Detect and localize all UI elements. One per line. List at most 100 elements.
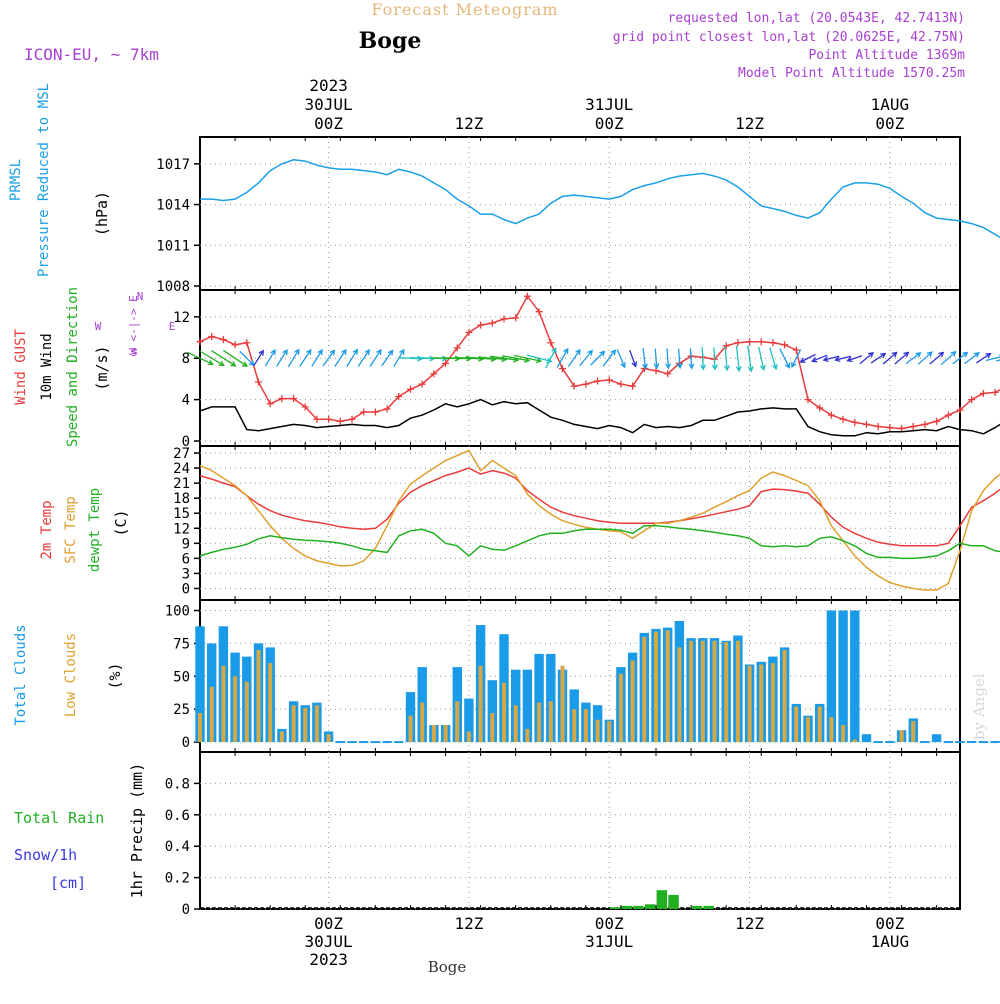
gust-point	[418, 380, 426, 388]
time-label-top: 00Z	[875, 114, 904, 133]
temperature-ytick-label: 24	[173, 461, 190, 477]
low-cloud-bar	[665, 630, 670, 743]
gust-point	[325, 415, 333, 423]
wind10m-line	[199, 398, 1000, 437]
low-cloud-bar	[537, 702, 542, 743]
gust-point	[430, 370, 438, 378]
precip-ytick-label: 0.8	[165, 776, 190, 792]
wind-arrow	[369, 348, 382, 367]
low-cloud-bar	[490, 713, 495, 742]
wind-arrow	[526, 354, 553, 364]
wind-arrow	[465, 356, 497, 362]
low-cloud-bar	[829, 717, 834, 743]
low-cloud-bar	[256, 650, 261, 743]
gust-point	[477, 321, 485, 329]
footer-location: Boge	[428, 958, 467, 976]
gust-point	[979, 389, 987, 397]
gust-point	[219, 336, 227, 344]
total-cloud-bar	[487, 680, 497, 742]
time-label-bottom: 1AUG	[871, 932, 910, 951]
low-cloud-bar	[513, 705, 518, 742]
low-cloud-bar	[654, 631, 658, 743]
wind-arrow	[700, 347, 707, 371]
gust-point	[933, 417, 941, 425]
rain-legend: Total Rain	[14, 809, 104, 827]
total-cloud-bar	[464, 698, 474, 742]
low-cloud-bar	[841, 725, 846, 743]
low-cloud-bar	[794, 706, 799, 742]
low-cloud-bar	[209, 686, 214, 742]
rain-bar	[633, 905, 644, 909]
wind-arrow	[628, 349, 638, 368]
low-cloud-bar	[291, 705, 296, 742]
low-cloud-bar	[806, 717, 810, 743]
wind-arrow	[758, 346, 766, 372]
wind-arrow	[556, 347, 569, 368]
total-cloud-bar	[838, 610, 848, 742]
wind-arrow	[653, 348, 660, 370]
requested-coords: requested lon,lat (20.0543E, 42.7413N)	[668, 11, 965, 26]
wind-arrow	[917, 351, 933, 365]
temperature-frame	[199, 445, 961, 601]
gust-point	[523, 292, 531, 300]
low-cloud-bar	[689, 640, 694, 743]
low-cloud-bar	[735, 640, 740, 743]
time-label-top: 30JUL	[305, 95, 353, 114]
temperature-ytick-label: 3	[182, 566, 190, 582]
precip-frame	[199, 751, 961, 910]
time-label-bottom: 12Z	[735, 914, 764, 933]
clouds-ylabel: Total Clouds	[13, 624, 29, 725]
low-cloud-bar	[548, 701, 553, 743]
temperature-ytick-label: 15	[173, 506, 190, 522]
temperature-ylabel: SFC Temp	[63, 496, 79, 563]
gust-point	[769, 339, 777, 347]
wind-arrow	[253, 349, 264, 367]
compass-legend: W <-|-> EN S W E	[95, 290, 176, 359]
gust-point	[383, 405, 391, 413]
low-cloud-bar	[595, 719, 600, 743]
wind-arrow	[642, 348, 649, 370]
wind-arrow	[859, 351, 875, 365]
wind-arrow	[976, 352, 992, 364]
rain-bar	[656, 890, 668, 909]
wind-arrow	[822, 355, 840, 363]
time-label-bottom: 30JUL	[305, 932, 353, 951]
wind-arrow	[357, 348, 370, 367]
gust-point	[453, 344, 461, 352]
clouds-ylabel: Low Clouds	[63, 633, 79, 717]
wind-arrow	[779, 348, 791, 369]
low-cloud-bar	[502, 682, 506, 743]
low-cloud-bar	[911, 721, 916, 742]
grid-point-coords: grid point closest lon,lat (20.0625E, 42…	[613, 30, 965, 45]
wind-unit-label: (m/s)	[93, 345, 111, 390]
wind-arrow	[799, 353, 816, 363]
wind-ylabel: Wind GUST	[13, 329, 29, 405]
rain-bar	[609, 907, 621, 909]
gust-point	[371, 408, 379, 416]
low-cloud-bar	[198, 713, 202, 742]
wind-ytick-label: 0	[182, 434, 190, 450]
low-cloud-bar	[583, 709, 588, 743]
wind-arrow	[676, 348, 683, 370]
gust-point	[874, 423, 882, 431]
gust-point	[944, 411, 952, 419]
total-cloud-bar	[534, 653, 544, 742]
low-cloud-bar	[747, 665, 752, 743]
low-cloud-bar	[852, 739, 857, 742]
gust-point	[862, 420, 870, 428]
temperature-ytick-label: 27	[173, 446, 190, 462]
wind-arrow	[929, 351, 945, 365]
compass-w: W	[95, 320, 102, 333]
low-cloud-bar	[279, 731, 284, 742]
wind-arrow	[952, 351, 969, 365]
clouds-ytick-label: 25	[173, 702, 190, 718]
low-cloud-bar	[431, 725, 436, 743]
clouds-unit-label: (%)	[106, 662, 124, 689]
low-cloud-bar	[408, 715, 413, 742]
low-cloud-bar	[572, 709, 577, 743]
temp2m-line	[199, 467, 1000, 547]
low-cloud-bar	[233, 676, 238, 743]
time-label-top: 12Z	[735, 114, 764, 133]
wind-arrow	[882, 351, 898, 365]
